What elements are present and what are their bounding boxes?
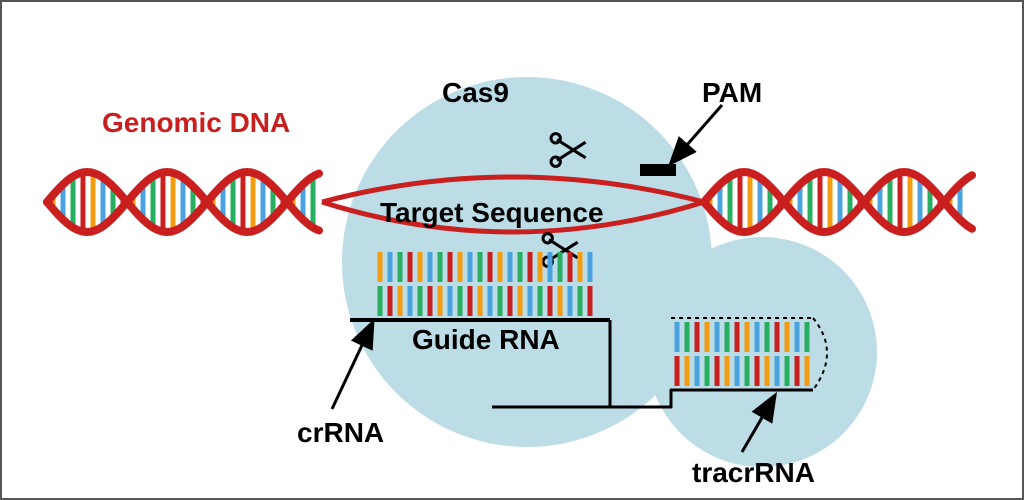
arrow-pam bbox=[672, 105, 722, 162]
label-tracrrna: tracrRNA bbox=[692, 457, 815, 489]
cas9-blob-small bbox=[647, 237, 877, 467]
pam-box bbox=[640, 164, 676, 176]
arrow-crrna bbox=[332, 324, 372, 409]
label-pam: PAM bbox=[702, 77, 762, 109]
label-crrna: crRNA bbox=[297, 417, 384, 449]
label-guide-rna: Guide RNA bbox=[412, 324, 560, 356]
diagram-svg bbox=[2, 2, 1024, 500]
label-target-sequence: Target Sequence bbox=[380, 197, 604, 229]
label-cas9: Cas9 bbox=[442, 77, 509, 109]
label-genomic-dna: Genomic DNA bbox=[102, 107, 290, 139]
crispr-diagram: Genomic DNA Cas9 PAM Target Sequence Gui… bbox=[0, 0, 1024, 500]
